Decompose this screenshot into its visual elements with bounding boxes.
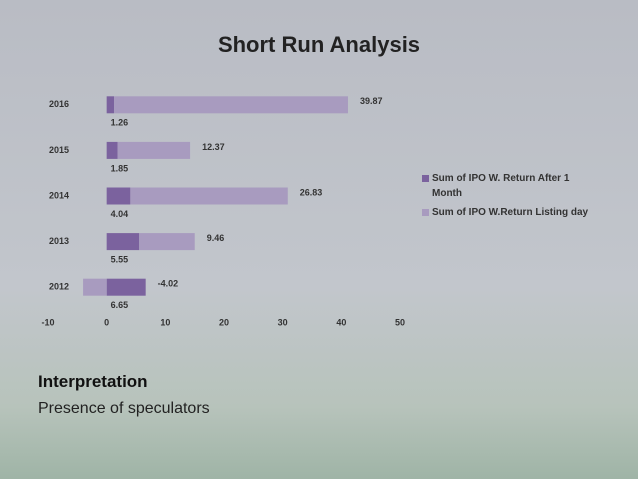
- chart-title: Short Run Analysis: [217, 32, 421, 57]
- y-tick-label: 2016: [49, 99, 69, 109]
- data-label: -4.02: [158, 279, 179, 289]
- legend-swatch: [422, 209, 429, 216]
- data-label: 1.26: [111, 118, 129, 128]
- paragraph: Presence of speculators: [38, 400, 210, 417]
- x-tick-label: -10: [41, 317, 54, 327]
- bar-segment: [139, 233, 195, 251]
- data-label: 9.46: [207, 233, 225, 243]
- y-tick-label: 2013: [49, 236, 69, 246]
- bar-segment: [106, 96, 115, 114]
- data-label: 26.83: [300, 187, 323, 197]
- data-label: 6.65: [111, 300, 129, 310]
- legend-label: Sum of IPO W.Return Listing day: [432, 207, 589, 218]
- bar-segment: [106, 141, 118, 159]
- legend-item: Sum of IPO W.Return Listing day: [422, 205, 592, 220]
- data-label: 4.04: [111, 209, 129, 219]
- y-tick-label: 2015: [49, 145, 69, 155]
- x-tick-label: 50: [395, 317, 405, 327]
- x-tick-label: 30: [278, 317, 288, 327]
- x-tick-label: 10: [160, 317, 170, 327]
- bar-segment: [114, 96, 348, 114]
- data-label: 5.55: [111, 254, 129, 264]
- heading: Interpretation: [38, 372, 148, 391]
- legend-item: Sum of IPO W. Return After 1 Month: [422, 171, 592, 201]
- y-tick-label: 2012: [49, 282, 69, 292]
- x-tick-label: 0: [104, 317, 109, 327]
- bar-segment: [83, 278, 107, 296]
- legend-label: Sum of IPO W. Return After 1 Month: [432, 173, 570, 199]
- x-tick-label: 40: [336, 317, 346, 327]
- x-tick-label: 20: [219, 317, 229, 327]
- bar-segment: [117, 141, 191, 159]
- bar-segment: [106, 278, 146, 296]
- y-tick-label: 2014: [49, 190, 69, 200]
- bar-segment: [130, 187, 288, 205]
- legend-swatch: [422, 175, 429, 182]
- bar-segment: [106, 187, 131, 205]
- bar-segment: [106, 233, 140, 251]
- data-label: 12.37: [202, 142, 225, 152]
- data-label: 39.87: [360, 96, 383, 106]
- data-label: 1.85: [111, 163, 129, 173]
